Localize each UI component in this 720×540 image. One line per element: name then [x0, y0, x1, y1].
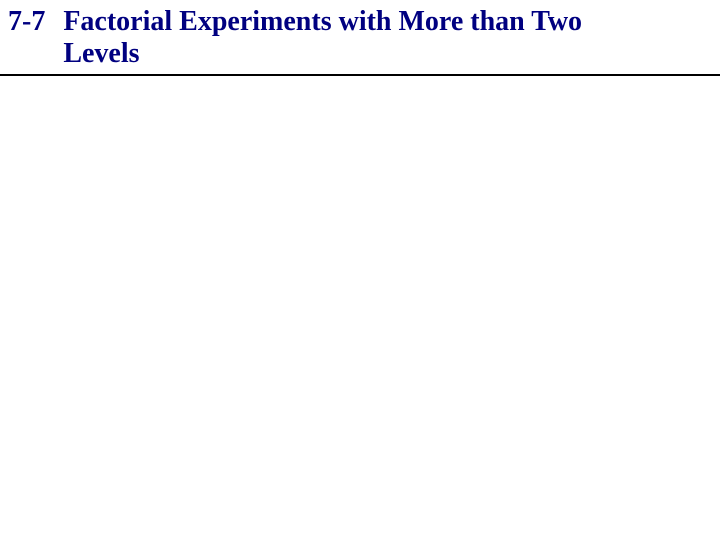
slide-heading: 7-7 Factorial Experiments with More than… [0, 0, 720, 76]
slide-container: 7-7 Factorial Experiments with More than… [0, 0, 720, 540]
section-title: Factorial Experiments with More than Two… [63, 6, 623, 70]
section-number: 7-7 [8, 6, 63, 38]
